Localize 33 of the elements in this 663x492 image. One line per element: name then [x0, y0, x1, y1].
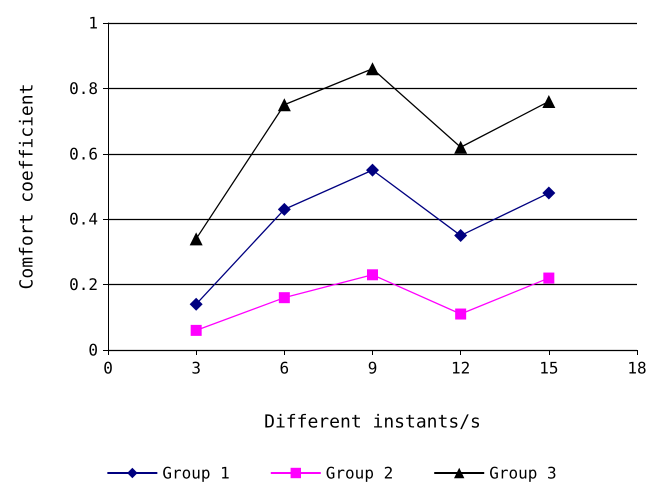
- point: [190, 298, 203, 311]
- point: [190, 324, 202, 336]
- x-tick-label: 9: [368, 358, 378, 378]
- y-tick-label: 0.4: [69, 210, 98, 229]
- legend-label: Group 1: [162, 464, 230, 482]
- point: [542, 94, 556, 108]
- point: [278, 292, 290, 304]
- x-tick-label: 3: [191, 358, 201, 378]
- x-tick-label: 12: [451, 358, 470, 378]
- y-tick-label: 0.6: [69, 144, 98, 164]
- legend-label: Group 2: [326, 464, 394, 482]
- point: [367, 269, 378, 280]
- point: [542, 186, 556, 200]
- point: [455, 308, 466, 320]
- point: [278, 98, 291, 112]
- y-tick-label: 0.2: [69, 275, 98, 294]
- x-axis-title: Different instants/s: [264, 412, 481, 432]
- point: [190, 232, 203, 246]
- point: [366, 62, 379, 76]
- legend-label: Group 3: [489, 464, 557, 482]
- x-tick-label: 15: [539, 358, 558, 378]
- point: [278, 202, 291, 216]
- point: [366, 164, 379, 177]
- x-tick-label: 0: [103, 358, 113, 378]
- x-tick-label: 6: [280, 358, 290, 378]
- point: [543, 272, 554, 284]
- y-tick-label: 0: [88, 340, 98, 360]
- point: [454, 229, 468, 242]
- y-tick-label: 1: [88, 14, 98, 32]
- y-axis-title: Comfort coefficient: [16, 84, 38, 290]
- y-tick-label: 0.8: [69, 78, 98, 98]
- x-tick-label: 18: [627, 358, 647, 378]
- point: [454, 140, 468, 154]
